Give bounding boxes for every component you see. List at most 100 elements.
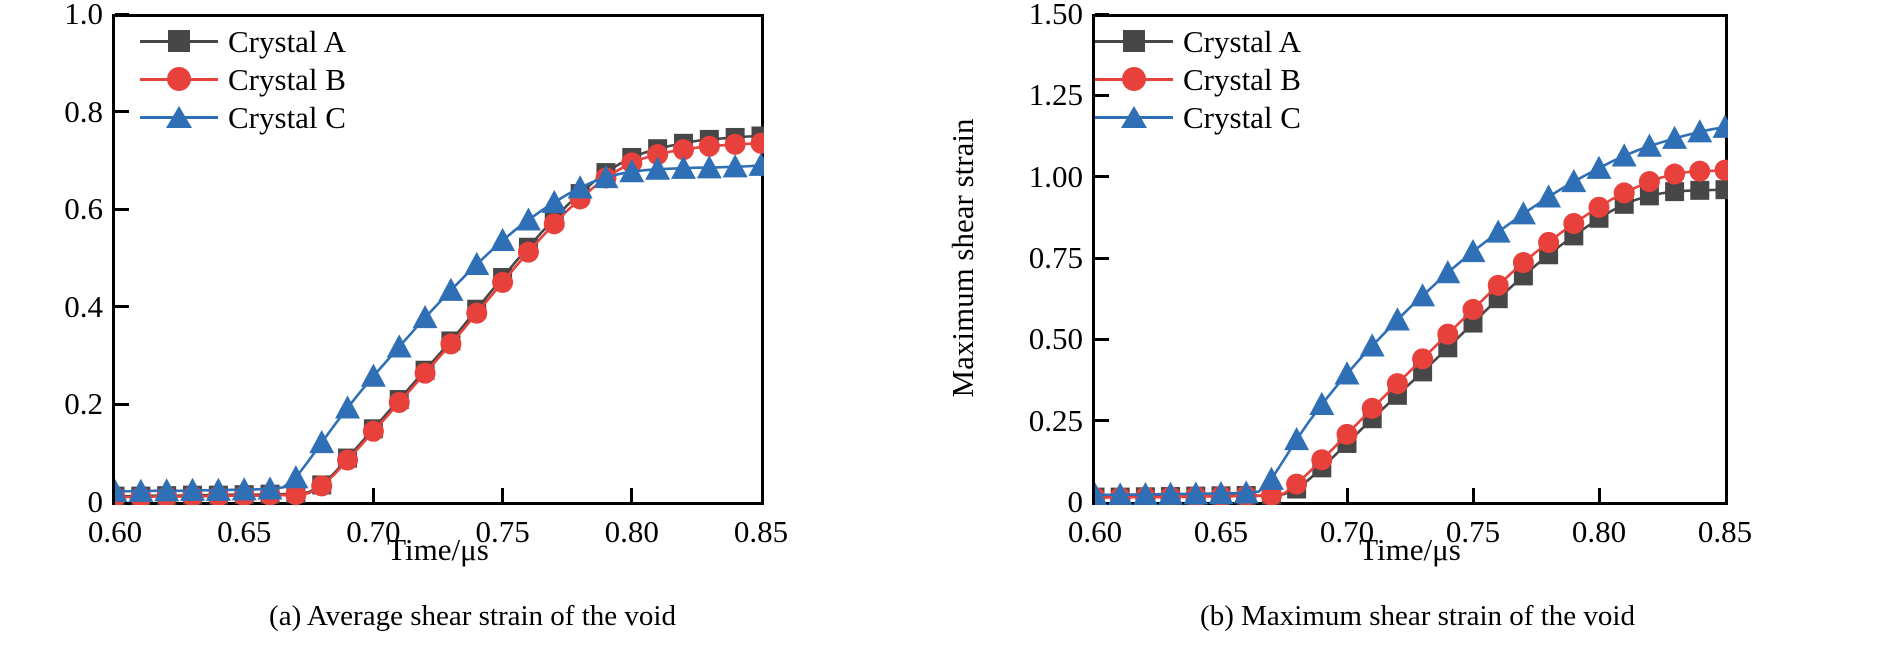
y-tick-mark xyxy=(115,207,129,211)
data-point-marker xyxy=(1158,481,1184,505)
y-tick-label: 0.25 xyxy=(1028,402,1083,438)
data-point-marker xyxy=(1561,169,1587,193)
x-tick-label: 0.75 xyxy=(1445,514,1501,549)
data-point-marker xyxy=(438,277,464,301)
data-point-marker xyxy=(311,475,333,497)
y-tick-mark xyxy=(1095,175,1109,179)
y-tick-mark xyxy=(115,110,129,114)
panel-a-caption: (a) Average shear strain of the void xyxy=(269,600,676,632)
legend-label: Crystal A xyxy=(228,23,346,59)
panel-a-plot-area xyxy=(115,126,764,505)
x-tick-mark xyxy=(371,488,375,502)
data-point-marker xyxy=(1336,423,1358,445)
x-tick-mark xyxy=(1471,488,1475,502)
data-point-marker xyxy=(412,305,438,329)
data-point-marker xyxy=(1386,373,1408,395)
data-point-marker xyxy=(1715,180,1728,200)
data-point-marker xyxy=(388,391,410,413)
panel-a-x-axis-title: Time/μs xyxy=(387,532,489,567)
panel-b-plot-area xyxy=(1095,114,1728,505)
data-point-marker xyxy=(309,429,335,454)
x-tick-label: 0.60 xyxy=(87,514,143,549)
data-point-marker xyxy=(1636,133,1662,157)
panel-b: Maximum shear strain 0 0.25 0.50 0.75 1.00 1.… xyxy=(945,0,1890,655)
series-crystal-c xyxy=(115,152,764,502)
data-point-marker xyxy=(1462,298,1484,320)
x-tick-label: 0.80 xyxy=(1571,514,1627,549)
y-tick-mark xyxy=(1095,93,1109,97)
triangle-marker-icon xyxy=(166,106,192,128)
square-marker-icon xyxy=(1123,30,1145,52)
legend-item-crystal-c[interactable]: Crystal C xyxy=(1095,98,1301,136)
data-point-marker xyxy=(1613,182,1635,204)
data-point-marker xyxy=(515,207,541,231)
circle-marker-icon xyxy=(167,67,191,91)
panel-a-axes-top-spine xyxy=(112,14,764,17)
y-tick-label: 0.2 xyxy=(64,386,103,422)
data-point-marker xyxy=(1183,481,1209,505)
x-tick-label: 0.70 xyxy=(346,514,401,549)
y-tick-label: 0 xyxy=(1067,484,1084,519)
panel-a: Average shear strain 00.20.40.60.81.0 0.… xyxy=(64,0,788,632)
y-tick-mark xyxy=(115,402,129,406)
x-tick-label: 0.85 xyxy=(1697,514,1753,549)
data-point-marker xyxy=(748,152,764,176)
data-point-marker xyxy=(1687,119,1713,143)
data-point-marker xyxy=(1485,219,1511,243)
data-point-marker xyxy=(1586,155,1612,179)
data-point-marker xyxy=(672,139,694,161)
data-point-marker xyxy=(645,156,671,180)
data-point-marker xyxy=(1588,196,1610,218)
legend-item-crystal-b[interactable]: Crystal B xyxy=(140,60,346,98)
data-point-marker xyxy=(1712,114,1728,138)
y-tick-label: 0.75 xyxy=(1028,240,1083,275)
legend-item-crystal-b[interactable]: Crystal B xyxy=(1095,60,1301,98)
x-tick-label: 0.60 xyxy=(1067,514,1123,549)
legend-label: Crystal A xyxy=(1183,23,1301,59)
y-tick-mark xyxy=(115,12,129,16)
panel-a-legend: Crystal A Crystal B Crystal C xyxy=(140,22,346,136)
panel-b-axes-top-spine xyxy=(1092,14,1728,17)
data-point-marker xyxy=(1662,125,1688,149)
data-point-marker xyxy=(619,159,645,183)
panel-b-axes-right-spine xyxy=(1725,14,1728,505)
data-point-marker xyxy=(1412,348,1434,370)
panel-a-axes-frame xyxy=(112,14,761,505)
data-point-marker xyxy=(1384,307,1410,331)
y-tick-label: 1.50 xyxy=(1028,0,1083,31)
data-point-marker xyxy=(231,477,257,501)
data-point-marker xyxy=(154,478,180,502)
data-point-marker xyxy=(414,362,436,384)
legend-item-crystal-a[interactable]: Crystal A xyxy=(140,22,346,60)
y-tick-label: 0 xyxy=(87,484,104,519)
y-tick-label: 1.00 xyxy=(1028,158,1083,194)
data-point-marker xyxy=(1286,473,1308,495)
data-point-marker xyxy=(386,334,412,358)
data-point-marker xyxy=(647,144,669,166)
series-crystal-a xyxy=(115,126,764,505)
data-point-marker xyxy=(1258,466,1284,490)
x-tick-label: 0.75 xyxy=(475,514,530,549)
square-marker-icon xyxy=(168,30,190,52)
panel-b-caption: (b) Maximum shear strain of the void xyxy=(1200,600,1635,632)
data-point-marker xyxy=(1690,180,1710,200)
legend-item-crystal-a[interactable]: Crystal A xyxy=(1095,22,1301,60)
data-point-marker xyxy=(128,478,154,502)
legend-swatch xyxy=(140,102,218,132)
data-point-marker xyxy=(1435,260,1461,284)
panel-b-x-axis-title: Time/μs xyxy=(1359,532,1461,567)
data-point-marker xyxy=(698,135,720,157)
data-point-marker xyxy=(1309,391,1335,416)
data-point-marker xyxy=(1536,184,1562,208)
legend-item-crystal-c[interactable]: Crystal C xyxy=(140,98,346,136)
data-point-marker xyxy=(1665,182,1685,202)
data-point-marker xyxy=(750,132,764,154)
data-point-marker xyxy=(1311,449,1333,471)
data-point-marker xyxy=(1460,238,1486,263)
series-crystal-b xyxy=(115,132,764,505)
legend-swatch xyxy=(140,26,218,56)
legend-swatch xyxy=(140,64,218,94)
y-tick-label: 0.8 xyxy=(64,93,103,129)
y-tick-label: 0.4 xyxy=(64,288,103,324)
data-point-marker xyxy=(543,213,565,235)
